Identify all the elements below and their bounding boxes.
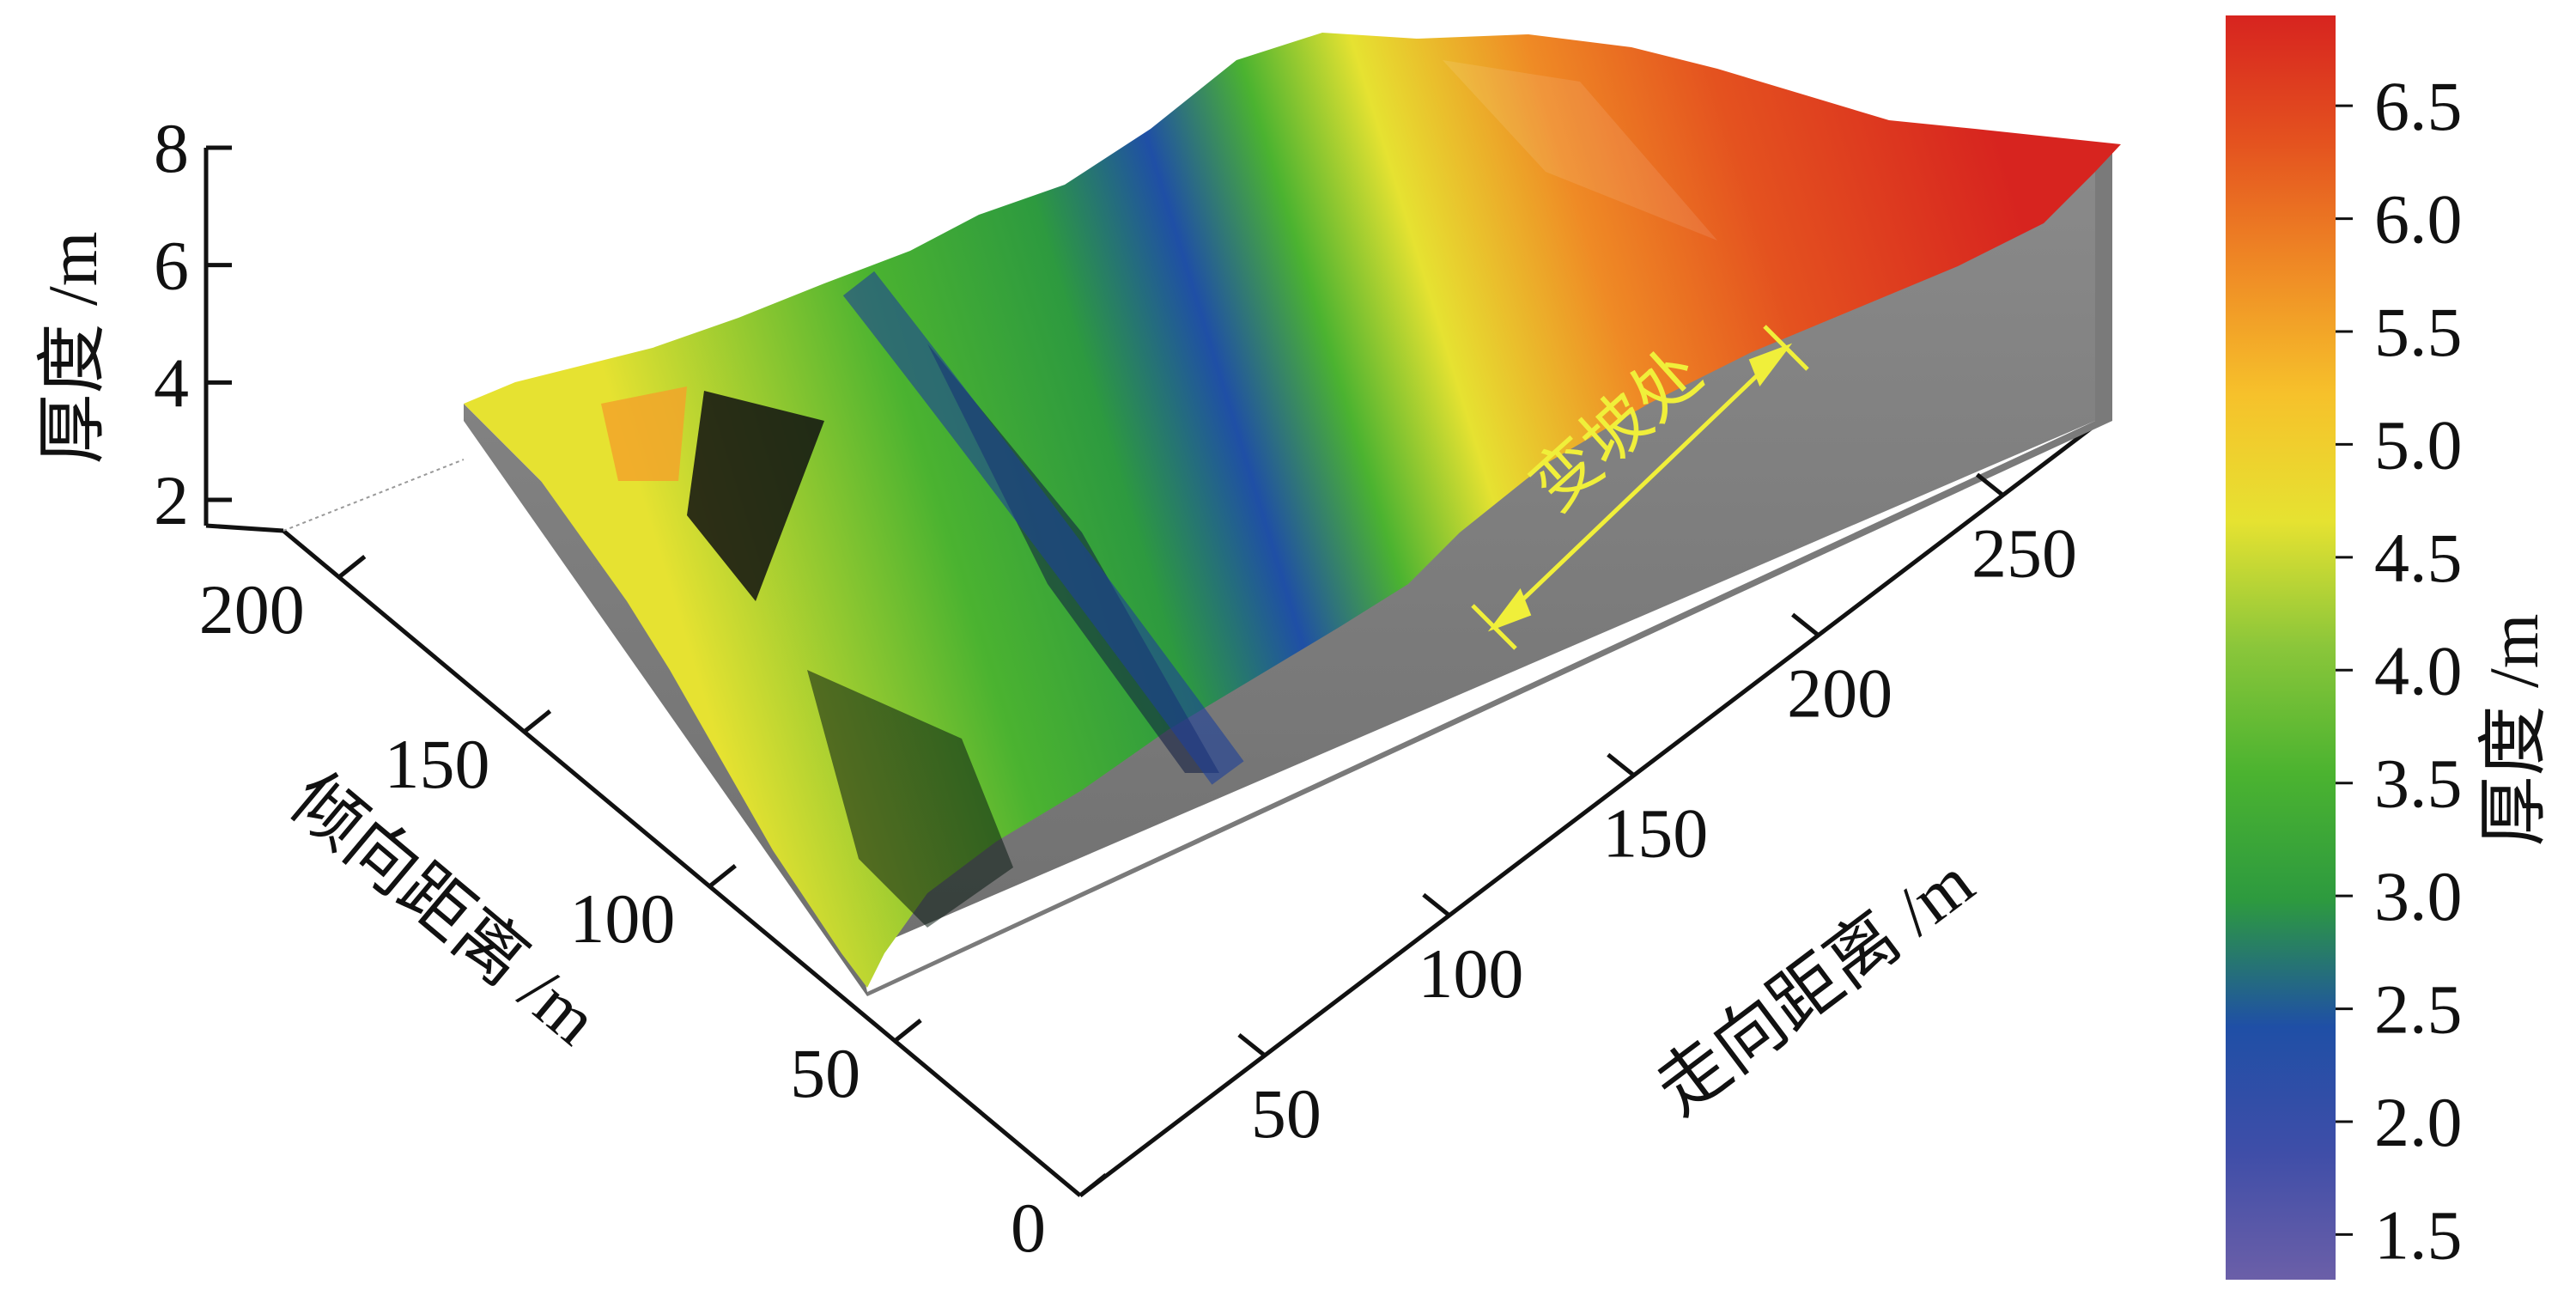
dip-tick-label: 0 (1011, 1189, 1046, 1267)
strike-axis-line (1078, 423, 2097, 1197)
dip-axis-ticks: 0 50 100 150 200 (199, 555, 1108, 1267)
surface-shading (601, 60, 1717, 928)
colorbar-tick-label: 6.0 (2374, 180, 2463, 259)
strike-tick-label: 250 (1971, 514, 2077, 593)
dip-tick-label: 150 (385, 725, 490, 803)
dip-axis-line (282, 529, 1082, 1197)
z-tick-label: 6 (154, 227, 189, 305)
colorbar-tick-label: 5.0 (2374, 405, 2463, 484)
strike-tick-label: 200 (1787, 654, 1893, 733)
strike-tick-mark (1237, 1032, 1267, 1057)
dip-tick-mark (708, 864, 737, 888)
slope-change-annotation (1471, 325, 1809, 650)
dip-tick-label: 200 (199, 570, 305, 648)
annotation-arrow (1492, 346, 1788, 629)
colorbar-ticks: 1.5 2.0 2.5 3.0 3.5 4.0 4.5 5.0 5.5 6.0 6.5 (2336, 67, 2463, 1274)
dip-tick-mark (522, 709, 552, 733)
colorbar-tick-label: 5.5 (2374, 293, 2463, 371)
colorbar-tick-label: 4.0 (2374, 631, 2463, 709)
colorbar-tick-label: 3.5 (2374, 745, 2463, 823)
colorbar-tick-label: 3.0 (2374, 857, 2463, 935)
axes-frame (204, 148, 2097, 1197)
strike-tick-label: 50 (1251, 1074, 1321, 1153)
z-tick-label: 4 (154, 344, 189, 422)
strike-tick-label: 100 (1418, 934, 1523, 1013)
dip-axis-title: 倾向距离 /m (276, 759, 613, 1059)
strike-axis-ticks: 50 100 150 200 250 (1237, 472, 2077, 1153)
strike-axis-title: 走向距离 /m (1642, 843, 1987, 1130)
dip-tick-mark (893, 1019, 922, 1043)
dip-tick-label: 50 (790, 1034, 860, 1112)
z-tick-label: 2 (154, 461, 189, 539)
colorbar-tick-label: 1.5 (2374, 1196, 2463, 1274)
dip-tick-mark (337, 555, 367, 579)
strike-tick-mark (1791, 612, 1820, 637)
z-tick-label: 8 (154, 109, 189, 187)
strike-tick-label: 150 (1602, 794, 1708, 873)
z-axis-ticks: 2 4 6 8 (154, 109, 232, 539)
strike-tick-mark (1607, 752, 1636, 777)
colorbar-tick-label: 6.5 (2374, 67, 2463, 145)
colorbar (2226, 15, 2336, 1280)
colorbar-title: 厚度 /m (2475, 613, 2553, 846)
z-axis-title: 厚度 /m (33, 231, 112, 464)
colorbar-tick-label: 2.0 (2374, 1083, 2463, 1161)
colorbar-tick-label: 2.5 (2374, 971, 2463, 1049)
dip-tick-label: 100 (569, 879, 675, 958)
back-floor-line (283, 459, 465, 532)
strike-tick-mark (1422, 892, 1451, 917)
colorbar-tick-label: 4.5 (2374, 519, 2463, 597)
dip-tick-mark (1078, 1173, 1108, 1197)
strike-tick-mark (1975, 472, 2005, 497)
